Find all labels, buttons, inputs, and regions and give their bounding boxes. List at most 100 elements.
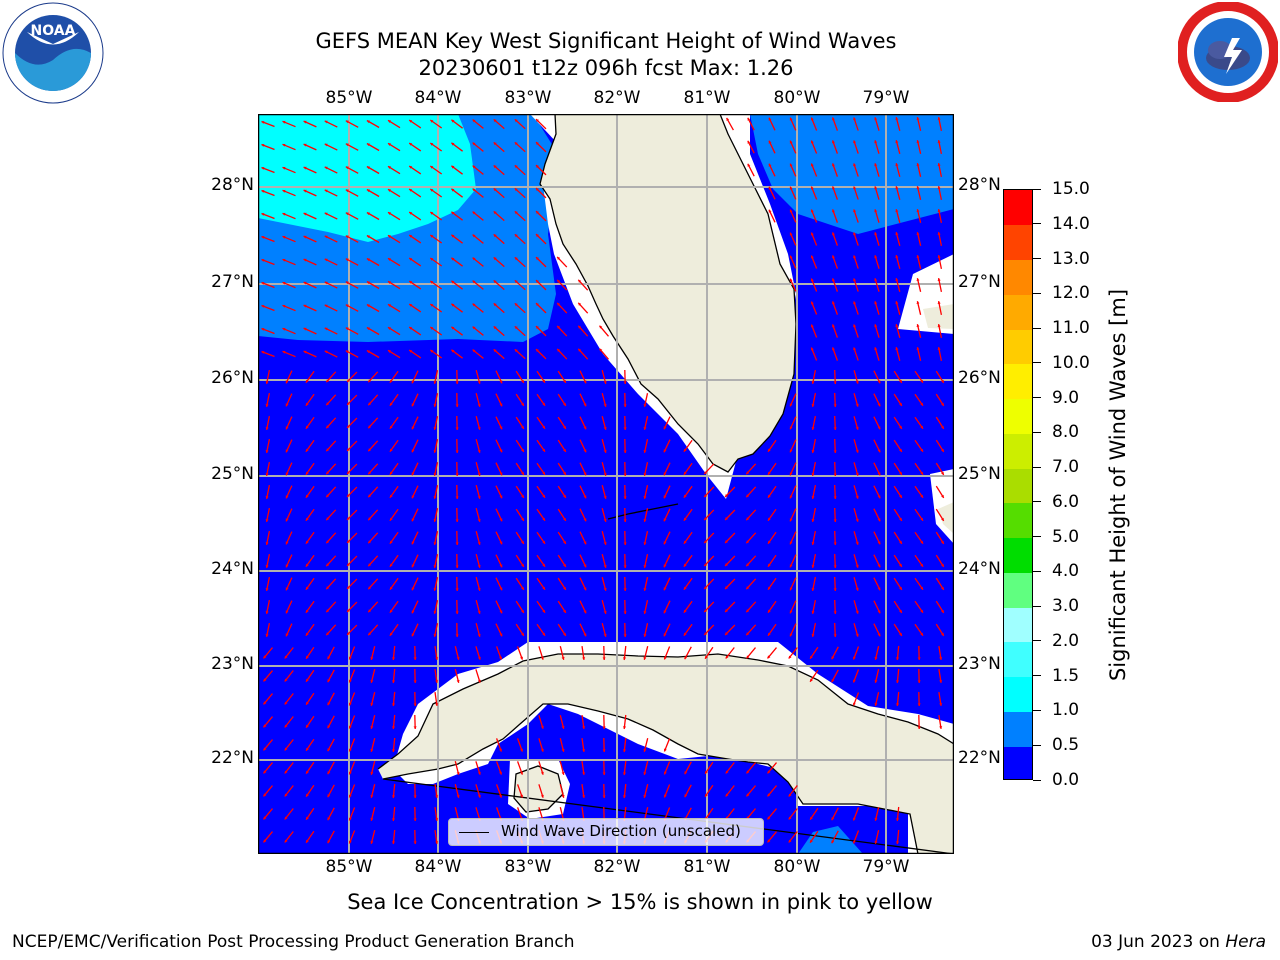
wind-wave-arrow-head — [563, 425, 566, 429]
wind-wave-arrow-head — [433, 427, 437, 430]
wind-wave-arrow-head — [499, 564, 503, 568]
wind-wave-arrow-head — [726, 117, 730, 121]
wind-wave-arrow-head — [833, 473, 837, 476]
wind-wave-arrow-head — [493, 280, 497, 284]
wind-wave-arrow-head — [433, 496, 437, 499]
wind-wave-arrow-head — [265, 381, 269, 384]
wind-wave-arrow-head — [768, 563, 771, 567]
wind-wave-arrow-head — [326, 379, 330, 383]
wind-wave-arrow-head — [536, 211, 539, 214]
colorbar-tick-label: 11.0 — [1052, 318, 1090, 339]
wind-wave-arrow-head — [324, 258, 328, 262]
wind-wave-arrow-head — [768, 448, 771, 452]
wind-wave-arrow-head — [916, 347, 920, 350]
wind-wave-arrow-head — [261, 328, 265, 331]
wind-wave-arrow-head — [746, 586, 750, 590]
wind-wave-arrow-head — [411, 564, 415, 568]
wind-wave-arrow-head — [855, 564, 859, 568]
wind-wave-arrow-head — [347, 379, 350, 382]
wind-wave-arrow-head — [916, 278, 920, 281]
wind-wave-arrow-head — [582, 795, 586, 798]
colorbar-tick-mark — [1033, 501, 1041, 503]
colorbar — [1003, 189, 1033, 780]
wind-wave-arrow-head — [768, 117, 772, 121]
wind-wave-arrow-head — [663, 771, 667, 775]
wind-wave-arrow-head — [855, 541, 859, 545]
wind-wave-arrow-head — [602, 657, 606, 660]
wind-wave-arrow-head — [663, 794, 667, 798]
legend-line-swatch — [459, 832, 489, 833]
colorbar-tick-label: 1.0 — [1052, 700, 1080, 721]
wind-wave-arrow-head — [263, 747, 267, 751]
wind-wave-arrow-head — [704, 586, 708, 590]
colorbar-tick-label: 7.0 — [1052, 457, 1080, 478]
wind-wave-arrow-head — [265, 565, 269, 568]
wind-wave-arrow-head — [411, 610, 415, 614]
wind-wave-arrow-head — [663, 518, 667, 522]
wind-wave-arrow-head — [348, 794, 352, 798]
wind-wave-arrow-head — [663, 587, 667, 591]
wind-wave-arrow-head — [810, 678, 813, 682]
wind-wave-arrow-head — [725, 609, 728, 612]
wind-wave-arrow-head — [263, 724, 267, 728]
wind-wave-arrow-head — [578, 348, 582, 352]
wind-wave-arrow-head — [282, 258, 286, 262]
wind-wave-arrow-head — [561, 725, 565, 729]
wind-wave-arrow-head — [895, 301, 899, 305]
wind-wave-arrow-head — [725, 563, 728, 566]
wind-wave-arrow-head — [413, 703, 417, 706]
wind-wave-arrow-head — [811, 496, 815, 499]
wind-wave-arrow-head — [392, 818, 396, 821]
wind-wave-arrow-head — [392, 795, 396, 798]
wind-wave-arrow-head — [499, 472, 503, 476]
wind-wave-arrow-head — [472, 234, 476, 238]
wind-wave-arrow-head — [348, 748, 352, 752]
wind-wave-arrow-head — [855, 472, 859, 476]
wind-wave-arrow-head — [327, 656, 331, 660]
wind-wave-arrow-head — [261, 167, 265, 170]
wind-wave-arrow-head — [899, 563, 902, 567]
wind-wave-arrow-head — [285, 541, 289, 545]
axis-tick-label: 80°W — [773, 88, 821, 108]
wind-wave-arrow-head — [366, 189, 370, 193]
wind-wave-arrow-head — [789, 633, 793, 637]
wind-wave-arrow-head — [705, 655, 708, 659]
wind-wave-arrow-head — [303, 166, 307, 170]
wind-wave-arrow-head — [477, 794, 481, 798]
wind-wave-arrow-head — [895, 324, 899, 328]
wind-wave-arrow-head — [874, 209, 878, 213]
wind-wave-arrow-head — [411, 633, 415, 637]
colorbar-bin — [1004, 641, 1032, 678]
wind-wave-arrow-head — [663, 610, 667, 614]
wind-wave-arrow-head — [561, 656, 565, 660]
wind-wave-arrow-head — [435, 818, 439, 821]
wind-wave-arrow-head — [521, 494, 524, 498]
wind-wave-arrow-head — [833, 588, 837, 591]
wind-wave-arrow-head — [937, 301, 941, 304]
wind-wave-arrow-head — [282, 235, 286, 239]
wind-wave-arrow-head — [430, 281, 434, 284]
wind-wave-arrow-head — [832, 347, 835, 351]
wind-wave-arrow-head — [917, 703, 921, 706]
wind-wave-arrow-head — [623, 404, 627, 407]
wind-wave-arrow-head — [477, 449, 481, 453]
wind-wave-arrow-head — [941, 540, 944, 544]
wind-wave-arrow-head — [789, 426, 793, 430]
wind-wave-arrow-head — [347, 494, 350, 497]
wind-wave-arrow-head — [895, 163, 899, 167]
axis-tick-label: 82°W — [593, 857, 641, 877]
wind-wave-arrow-head — [896, 680, 900, 683]
wind-wave-arrow-head — [455, 588, 459, 591]
wind-wave-arrow-head — [643, 771, 647, 775]
wind-wave-arrow-head — [456, 794, 460, 798]
wind-wave-arrow-head — [389, 540, 393, 544]
wind-wave-arrow-head — [265, 427, 269, 430]
wind-wave-arrow-head — [643, 450, 647, 453]
wind-wave-arrow-head — [388, 327, 391, 330]
wind-wave-arrow-head — [643, 473, 647, 476]
wind-wave-arrow-head — [499, 518, 503, 522]
wind-wave-arrow-head — [435, 657, 439, 660]
wind-wave-arrow-head — [937, 232, 941, 235]
wind-wave-arrow-head — [746, 655, 750, 659]
wind-wave-arrow-head — [285, 518, 289, 522]
